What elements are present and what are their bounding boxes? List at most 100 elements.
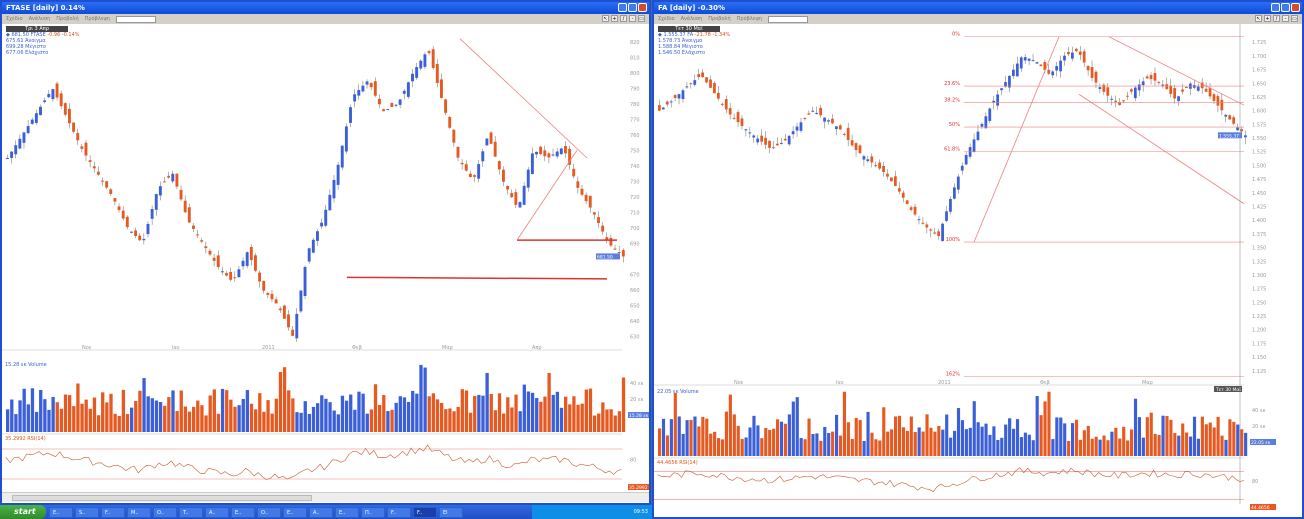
volume-bar	[713, 431, 717, 456]
taskbar-button[interactable]: E..	[335, 506, 359, 518]
candle	[768, 140, 771, 148]
taskbar-button[interactable]: П..	[361, 506, 385, 518]
right-toolbar: ↖ + / - ▭	[1255, 15, 1298, 22]
scrollbar-thumb[interactable]	[12, 495, 312, 501]
taskbar-button[interactable]: E..	[231, 506, 255, 518]
right-chart-canvas[interactable]: 1.725 1.700 1.675 1.650 1.625 1.600 1.575 1.550…	[654, 24, 1302, 519]
volume-bar	[171, 390, 175, 432]
zoom-tool[interactable]: -	[629, 15, 636, 22]
y-tick-label: 1.425	[1252, 205, 1266, 211]
candle	[1244, 135, 1247, 138]
volume-bar	[588, 388, 593, 432]
cursor-tool[interactable]: ↖	[1255, 15, 1262, 22]
menu-item[interactable]: Ανάλυση	[28, 16, 51, 22]
fib-level-label: 23.6%	[944, 81, 960, 87]
volume-bar	[811, 433, 815, 456]
left-chart-canvas[interactable]: 820 810 800 790 780 770 760 750 740 730 720 710 700 6…	[2, 24, 649, 494]
candle	[1145, 76, 1149, 79]
candle	[713, 83, 716, 94]
volume-bar	[456, 406, 460, 432]
taskbar-button[interactable]: M..	[127, 506, 151, 518]
candle	[26, 126, 30, 134]
taskbar-button[interactable]: El	[439, 506, 463, 518]
volume-bar	[489, 393, 493, 432]
candle	[299, 290, 303, 312]
volume-bar	[43, 399, 47, 432]
menu-item[interactable]: Πρόβλεψη	[84, 16, 110, 22]
candle	[835, 126, 838, 130]
zoom-tool[interactable]: -	[1282, 15, 1289, 22]
volume-bar	[1090, 438, 1094, 456]
menu-item[interactable]: Ανάλυση	[680, 16, 703, 22]
crosshair-tool[interactable]: +	[1264, 15, 1271, 22]
menu-item[interactable]: Προβολή	[708, 16, 731, 22]
taskbar-button[interactable]: F..	[413, 506, 437, 518]
menu-item[interactable]: Σχέδιο	[658, 16, 675, 22]
y-tick-label: 1.700	[1252, 54, 1266, 60]
y-tick-label: 800	[630, 71, 640, 77]
volume-bar	[564, 396, 568, 432]
taskbar-button[interactable]: F..	[387, 506, 411, 518]
volume-bar	[669, 419, 673, 456]
taskbar-button[interactable]: A..	[309, 506, 333, 518]
volume-bar	[547, 372, 551, 432]
volume-bar	[787, 414, 791, 456]
maximize-button[interactable]	[628, 3, 637, 12]
candle	[1039, 64, 1043, 67]
volume-bar	[163, 405, 167, 432]
taskbar-button[interactable]: F..	[101, 506, 125, 518]
taskbar-button[interactable]: T..	[179, 506, 203, 518]
symbol-input[interactable]	[115, 15, 156, 23]
symbol-input[interactable]	[767, 15, 808, 23]
channel-line	[1108, 36, 1245, 106]
candle	[597, 217, 600, 224]
taskbar-button[interactable]: E..	[49, 506, 73, 518]
volume-bar	[701, 416, 705, 456]
candle	[572, 168, 576, 177]
volume-bar	[819, 440, 823, 456]
volume-bar	[386, 411, 390, 432]
volume-bar	[295, 412, 299, 432]
line-tool[interactable]: /	[1273, 15, 1280, 22]
volume-bar	[448, 408, 452, 432]
legend-low: 677.06 Ελάχιστο	[6, 50, 49, 56]
candle	[901, 192, 905, 198]
volume-bar	[937, 425, 941, 456]
candle	[1177, 96, 1180, 102]
maximize-button[interactable]	[1281, 3, 1290, 12]
candle	[274, 299, 278, 304]
candle	[117, 206, 121, 211]
menu-item[interactable]: Πρόβλεψη	[736, 16, 762, 22]
candle	[831, 118, 834, 124]
taskbar-button[interactable]: O..	[257, 506, 281, 518]
minimize-button[interactable]	[1271, 3, 1280, 12]
taskbar-button[interactable]: S..	[75, 506, 99, 518]
menu-item[interactable]: Σχέδιο	[6, 16, 23, 22]
menu-item[interactable]: Προβολή	[56, 16, 79, 22]
candle	[701, 72, 705, 78]
window-tool[interactable]: ▭	[638, 15, 645, 22]
candle	[373, 81, 377, 96]
volume-bar	[803, 439, 807, 456]
candle	[882, 165, 885, 173]
window-tool[interactable]: ▭	[1291, 15, 1298, 22]
candle	[382, 109, 386, 112]
taskbar-button[interactable]: A..	[205, 506, 229, 518]
taskbar-button[interactable]: E..	[283, 506, 307, 518]
line-tool[interactable]: /	[620, 15, 627, 22]
rsi-line	[657, 467, 1245, 492]
horizontal-scrollbar[interactable]	[2, 492, 649, 502]
candle	[1051, 71, 1055, 76]
minimize-button[interactable]	[618, 3, 627, 12]
start-button[interactable]: start	[0, 505, 46, 519]
cursor-tool[interactable]: ↖	[602, 15, 609, 22]
candle	[14, 145, 18, 155]
y-tick-label: 1.150	[1252, 355, 1266, 361]
volume-bar	[167, 397, 171, 432]
crosshair-tool[interactable]: +	[611, 15, 618, 22]
candle	[980, 123, 984, 127]
close-button[interactable]	[1291, 3, 1300, 12]
candle	[1220, 99, 1224, 111]
close-button[interactable]	[638, 3, 647, 12]
taskbar-button[interactable]: O..	[153, 506, 177, 518]
